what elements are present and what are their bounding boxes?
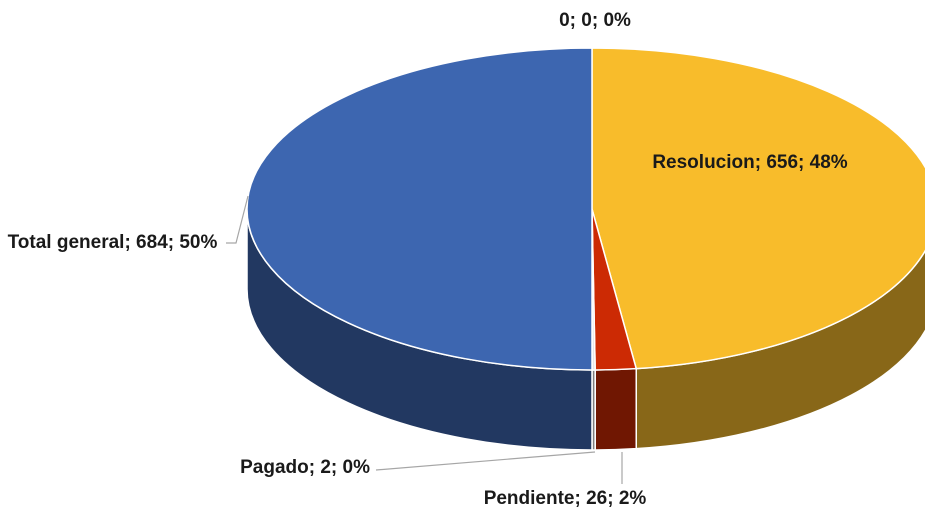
- slice-side: [594, 367, 637, 451]
- data-label: 0; 0; 0%: [559, 10, 631, 31]
- slice: [246, 47, 593, 371]
- data-label: Total general; 684; 50%: [7, 232, 218, 253]
- data-label: Pendiente; 26; 2%: [483, 488, 647, 509]
- leader-line: [226, 195, 249, 244]
- data-label: Pagado; 2; 0%: [240, 457, 370, 478]
- leader-line: [375, 451, 596, 471]
- slice: [591, 47, 925, 370]
- data-label: Resolucion; 656; 48%: [652, 152, 848, 173]
